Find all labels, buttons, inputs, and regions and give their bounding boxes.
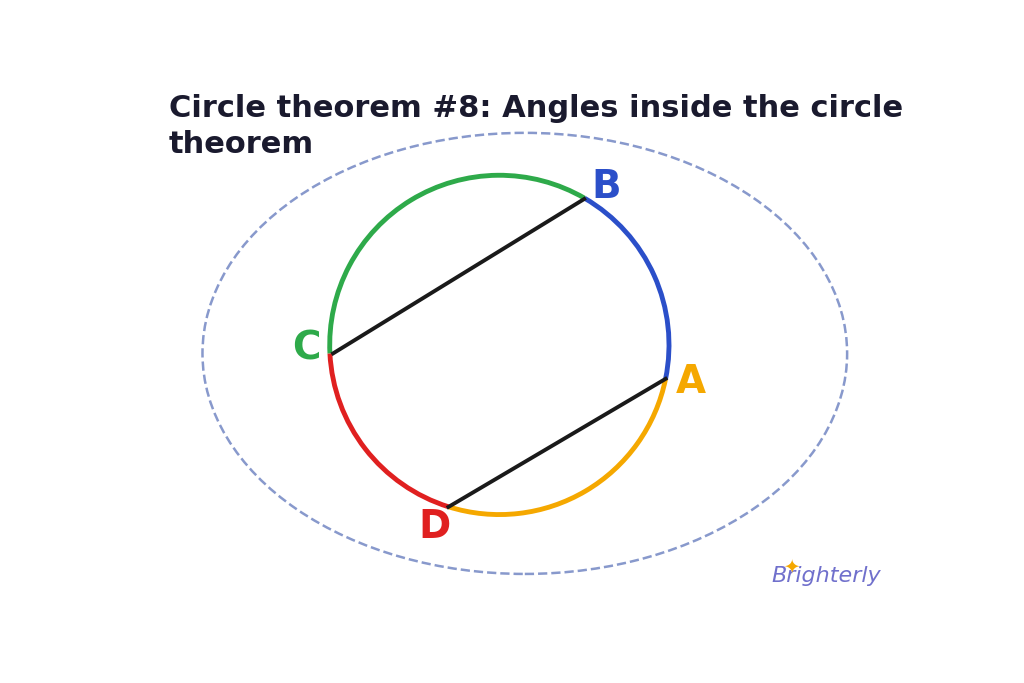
- Text: A: A: [676, 363, 707, 401]
- Text: Circle theorem #8: Angles inside the circle
theorem: Circle theorem #8: Angles inside the cir…: [169, 94, 903, 158]
- Text: C: C: [292, 329, 321, 367]
- Text: Brighterly: Brighterly: [771, 566, 881, 586]
- Text: ✦: ✦: [783, 557, 800, 576]
- Text: D: D: [419, 508, 451, 546]
- Text: B: B: [592, 168, 621, 206]
